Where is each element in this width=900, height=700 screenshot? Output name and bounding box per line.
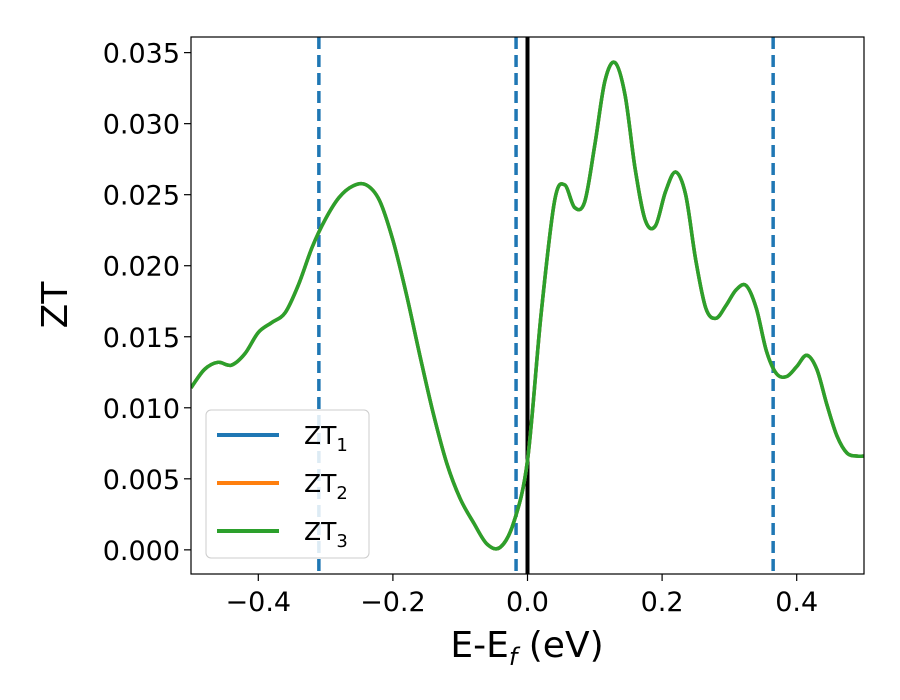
y-tick-label: 0.000: [103, 536, 180, 567]
y-tick-label: 0.025: [103, 181, 180, 212]
series-layer: [191, 60, 864, 551]
y-tick-label: 0.035: [103, 39, 180, 70]
y-axis: 0.000 0.005 0.010 0.015 0.020 0.025 0.030 0.035: [103, 39, 191, 567]
x-tick-label: 0.4: [775, 587, 818, 618]
legend-label-zt2: ZT2: [304, 469, 348, 504]
x-axis-title: E-Ef (eV): [450, 625, 603, 671]
reference-lines: [317, 37, 775, 574]
y-tick-label: 0.020: [103, 252, 180, 283]
x-tick-label: −0.2: [360, 587, 426, 618]
y-tick-label: 0.015: [103, 323, 180, 354]
x-tick-label: 0.0: [506, 587, 549, 618]
series-line-zt3: [191, 60, 864, 551]
y-tick-label: 0.030: [103, 110, 180, 141]
x-tick-label: −0.4: [226, 587, 292, 618]
x-tick-label: 0.2: [641, 587, 684, 618]
y-tick-label: 0.005: [103, 465, 180, 496]
legend-box: [205, 409, 370, 559]
legend-label-zt3: ZT3: [304, 517, 348, 552]
legend-label-zt1: ZT1: [304, 421, 348, 456]
y-tick-label: 0.010: [103, 394, 180, 425]
legend: ZT1 ZT2 ZT3: [205, 409, 370, 559]
x-axis: −0.4 −0.2 0.0 0.2 0.4: [226, 574, 818, 618]
y-axis-title: ZT: [35, 281, 76, 329]
